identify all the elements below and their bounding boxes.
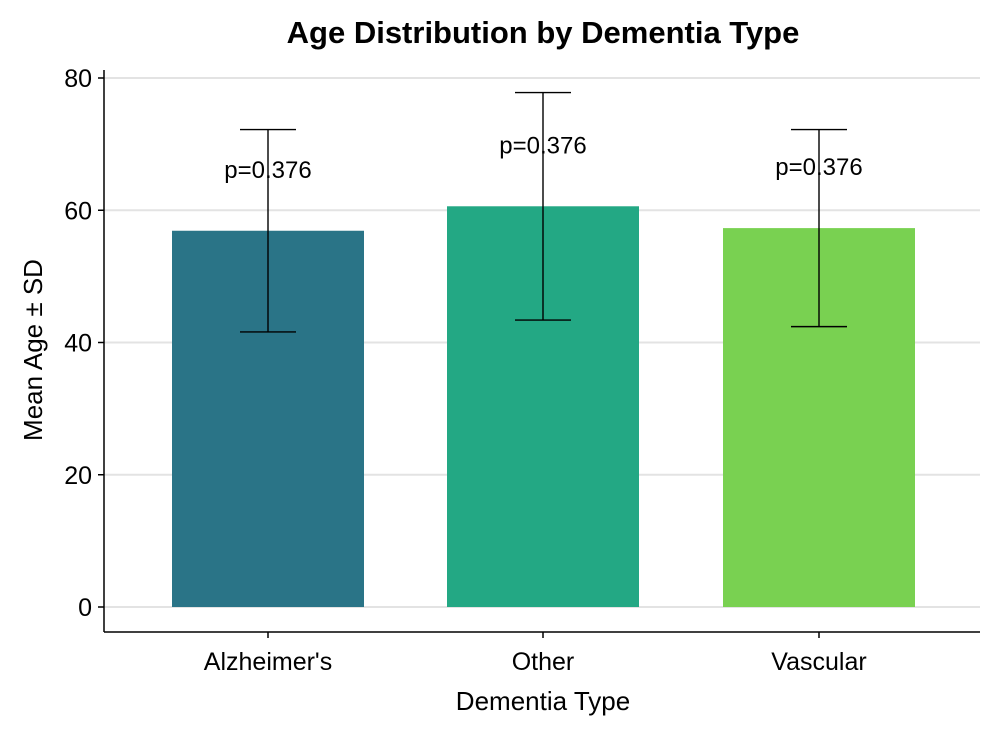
y-tick-label: 60: [64, 197, 92, 225]
error-bar: [515, 91, 571, 321]
x-tick-label: Vascular: [771, 648, 866, 676]
y-axis-title: Mean Age ± SD: [18, 259, 48, 441]
bars: [172, 206, 915, 607]
p-value-label: p=0.376: [499, 132, 586, 159]
y-tick-label: 80: [64, 65, 92, 93]
y-tick-label: 40: [64, 330, 92, 358]
x-tick-label: Alzheimer's: [204, 648, 332, 676]
error-bar: [791, 128, 847, 328]
error-bar: [240, 128, 296, 333]
p-value-label: p=0.376: [224, 157, 311, 184]
error-bars: [240, 91, 847, 333]
y-tick-label: 20: [64, 462, 92, 490]
chart-title: Age Distribution by Dementia Type: [287, 15, 800, 50]
p-value-label: p=0.376: [775, 154, 862, 181]
x-axis-ticks: Alzheimer's Other Vascular: [204, 632, 867, 676]
y-axis-ticks: 0 20 40 60 80: [64, 65, 104, 622]
y-tick-label: 0: [78, 594, 92, 622]
x-tick-label: Other: [512, 648, 575, 676]
x-axis-title: Dementia Type: [456, 686, 630, 716]
data-labels: p=0.376 p=0.376 p=0.376: [224, 132, 862, 183]
